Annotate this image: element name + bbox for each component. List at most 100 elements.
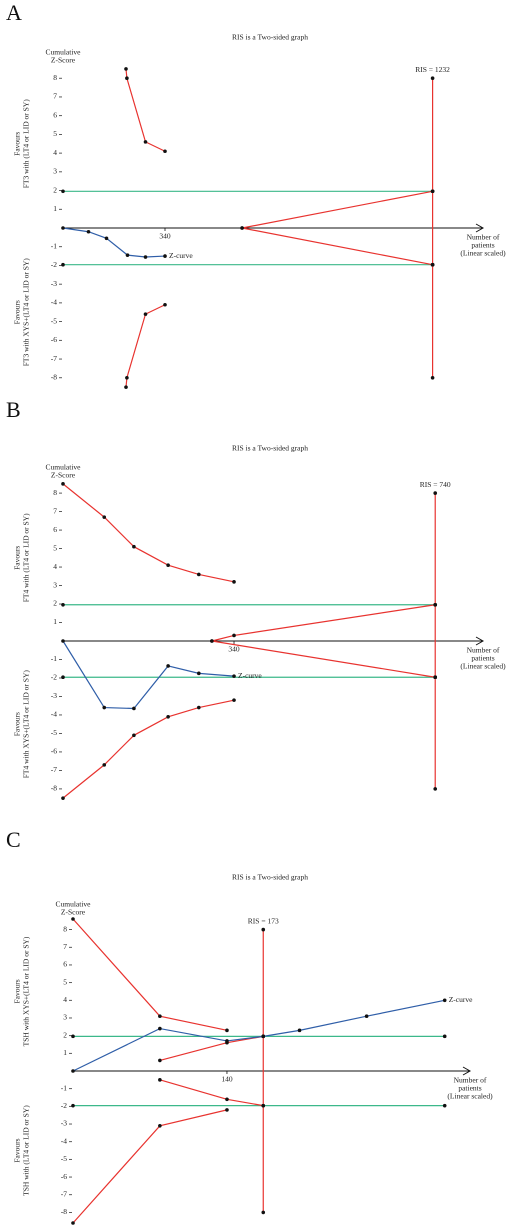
y-tick-label: 3: [53, 580, 57, 589]
data-point: [433, 602, 438, 607]
series-line: [241, 190, 433, 229]
y-tick-label: -3: [51, 279, 57, 288]
y-tick-label: 5: [53, 543, 57, 552]
data-point: [132, 706, 136, 711]
series-label: Z-curve: [238, 671, 262, 680]
data-point: [61, 602, 65, 607]
data-point: [430, 76, 435, 81]
y-tick-label: -5: [61, 1154, 67, 1163]
series-line: [211, 604, 436, 642]
y-axis-label: Cumulative: [46, 463, 82, 472]
data-point: [232, 698, 236, 702]
data-point: [261, 1103, 266, 1108]
y-tick-label: -8: [51, 784, 57, 793]
x-axis-arrow: [475, 636, 485, 646]
y-axis-label: Cumulative: [56, 900, 92, 909]
x-axis-label: Number of: [467, 646, 500, 655]
data-point: [71, 917, 75, 921]
data-point: [433, 675, 438, 680]
data-point: [61, 226, 65, 230]
data-point: [197, 671, 201, 676]
x-axis-arrow: [462, 1066, 472, 1076]
x-axis-label: Number of: [467, 233, 500, 242]
y-tick-label: -4: [61, 1136, 67, 1145]
chart-title: RIS is a Two-sided graph: [232, 444, 308, 453]
favours-label: Favours: [13, 1138, 22, 1162]
y-tick-label: 5: [53, 129, 57, 138]
data-point: [61, 675, 65, 680]
y-tick-label: 5: [63, 977, 67, 986]
data-point: [158, 1014, 162, 1019]
data-point: [143, 255, 148, 259]
data-point: [124, 67, 128, 71]
series-line: [72, 918, 228, 1031]
y-tick-label: 3: [63, 1013, 67, 1022]
data-point: [225, 1097, 229, 1102]
y-tick-label: 7: [53, 92, 57, 101]
y-tick-label: -7: [51, 354, 57, 363]
data-point: [225, 1028, 229, 1033]
data-point: [232, 674, 236, 678]
favours-label: Favours: [13, 300, 22, 324]
data-point: [163, 254, 167, 258]
y-tick-label: 2: [53, 185, 57, 194]
data-point: [166, 563, 170, 567]
data-point: [125, 253, 130, 257]
y-tick-label: 6: [53, 110, 57, 119]
chart-title: RIS is a Two-sided graph: [232, 873, 308, 882]
series-line: [159, 1035, 264, 1061]
x-axis-label: Number of: [454, 1076, 487, 1085]
y-axis-label: Z-Score: [51, 56, 76, 65]
x-axis-arrow: [475, 223, 485, 233]
y-tick-label: -6: [61, 1172, 67, 1181]
data-point: [158, 1078, 162, 1082]
y-tick-label: -2: [51, 260, 57, 269]
data-point: [61, 796, 65, 800]
y-tick-label: 8: [63, 924, 67, 933]
y-tick-label: -8: [51, 372, 57, 381]
y-tick-label: -4: [51, 710, 57, 719]
y-tick-label: -3: [51, 691, 57, 700]
data-point: [102, 515, 107, 519]
favours-label: Favours: [13, 546, 22, 570]
y-tick-label: -6: [51, 335, 57, 344]
data-point: [124, 385, 128, 389]
data-point: [102, 705, 107, 710]
y-tick-label: 6: [53, 525, 57, 534]
favours-label: FT4 with (LT4 or LID or SY): [22, 513, 31, 602]
data-point: [71, 1103, 75, 1108]
y-tick-label: 4: [53, 148, 57, 157]
data-point: [364, 1014, 369, 1019]
x-tick-label: 340: [159, 232, 171, 241]
data-point: [158, 1058, 162, 1063]
data-point: [132, 733, 136, 738]
x-axis-label: patients: [458, 1084, 481, 1093]
y-tick-label: 6: [63, 960, 67, 969]
y-tick-label: 4: [63, 995, 67, 1004]
ris-label: RIS = 1232: [415, 65, 450, 74]
y-tick-label: -3: [61, 1119, 67, 1128]
data-point: [442, 1034, 447, 1039]
x-axis-label: patients: [471, 241, 494, 250]
data-point: [261, 1210, 266, 1215]
data-point: [71, 1221, 75, 1225]
y-tick-label: -1: [51, 241, 57, 250]
data-point: [125, 76, 129, 81]
y-tick-label: -2: [61, 1101, 67, 1110]
data-point: [143, 312, 148, 316]
data-point: [102, 763, 107, 767]
y-tick-label: -8: [61, 1207, 67, 1216]
favours-label: FT4 with XYS+(LT4 or LID or SY): [22, 670, 31, 779]
y-tick-label: -2: [51, 673, 57, 682]
y-tick-label: 7: [53, 506, 57, 515]
data-point: [166, 664, 170, 668]
y-tick-label: -5: [51, 316, 57, 325]
data-point: [261, 1034, 266, 1039]
y-axis-label: Z-Score: [61, 908, 86, 917]
series-label: Z-curve: [449, 995, 473, 1004]
series-line: [62, 699, 235, 799]
data-point: [430, 375, 435, 380]
favours-label: Favours: [13, 132, 22, 156]
chart-title: RIS is a Two-sided graph: [232, 33, 308, 42]
